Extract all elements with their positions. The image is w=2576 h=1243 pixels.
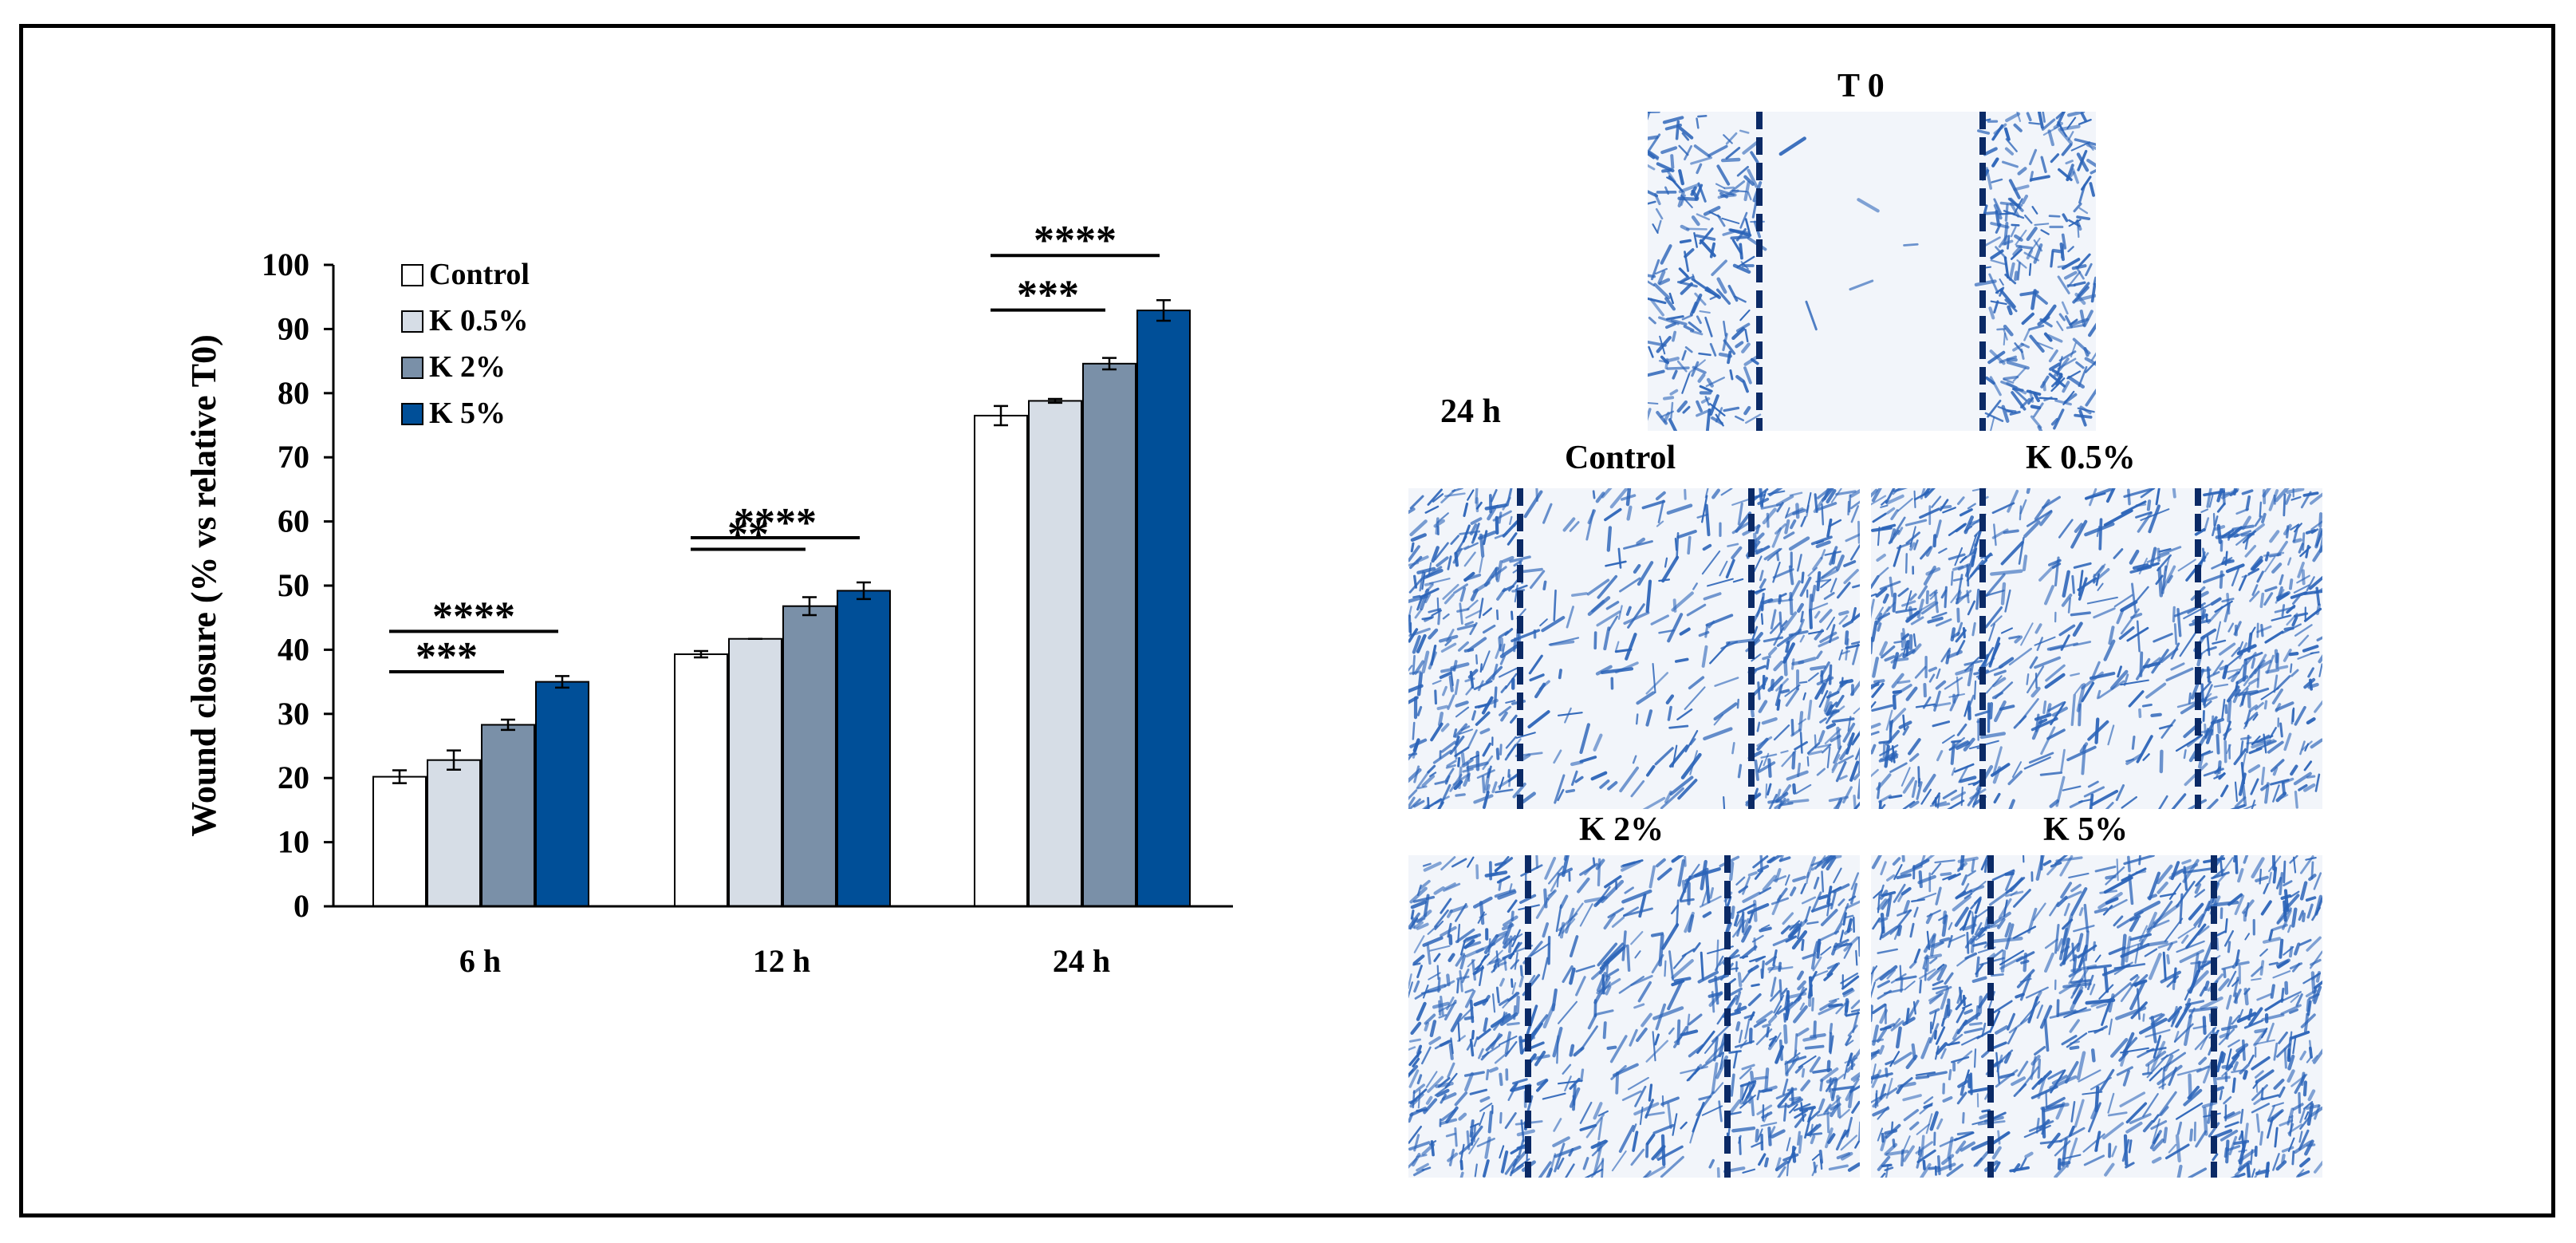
bar [1028, 400, 1082, 907]
y-tick-label: 30 [278, 696, 309, 732]
x-tick-label: 12 h [753, 943, 810, 979]
y-tick-label: 70 [278, 439, 309, 475]
micrograph-texture [1408, 488, 1860, 809]
micrograph-t0 [1648, 112, 2096, 431]
x-tick-label: 6 h [459, 943, 501, 979]
y-tick-label: 20 [278, 760, 309, 795]
legend-swatch [401, 403, 423, 425]
bar [782, 605, 837, 908]
y-axis-title: Wound closure (% vs relative T0) [184, 334, 223, 836]
micrograph-control [1408, 488, 1860, 809]
panel-title-control: Control [1565, 440, 1676, 476]
wound-closure-bar-chart: 0 10 20 30 40 50 60 70 80 90 100 Wound closure (% v… [184, 218, 1233, 979]
micrograph-k2 [1408, 855, 1860, 1178]
bar [372, 775, 427, 907]
micrograph-texture [1871, 488, 2322, 809]
significance-stars: *** [416, 634, 478, 680]
y-tick-label: 100 [262, 247, 309, 282]
significance-stars: **** [734, 500, 817, 546]
bar [728, 637, 782, 907]
bar [1082, 362, 1136, 908]
micrograph-texture [1648, 112, 2096, 431]
y-tick-label: 80 [278, 375, 309, 411]
panel-title-k05: K 0.5% [2026, 440, 2136, 476]
group-label-24h: 24 h [1440, 393, 1501, 430]
panel-title-k5: K 5% [2043, 811, 2129, 848]
bar [974, 414, 1028, 907]
y-tick-label: 10 [278, 824, 309, 860]
legend-label: K 5% [429, 397, 506, 430]
micrograph-texture [1408, 855, 1860, 1178]
bar [837, 590, 891, 907]
legend-swatch [401, 310, 423, 333]
legend-swatch [401, 264, 423, 286]
bar [1136, 310, 1191, 908]
y-tick-label: 90 [278, 310, 309, 346]
panel-title-t0: T 0 [1837, 68, 1885, 105]
bar [481, 724, 535, 908]
micrograph-k5 [1871, 855, 2322, 1178]
y-tick-label: 50 [278, 567, 309, 603]
micrograph-k05 [1871, 488, 2322, 809]
panel-title-k2: K 2% [1579, 811, 1664, 848]
bar [674, 653, 728, 907]
micrograph-texture [1871, 855, 2322, 1178]
legend-label: K 2% [429, 350, 506, 384]
legend-label: Control [429, 258, 530, 291]
significance-stars: **** [1034, 218, 1117, 263]
y-tick-label: 60 [278, 503, 309, 539]
bar [535, 681, 589, 907]
significance-stars: ** [727, 511, 769, 557]
legend-swatch [401, 357, 423, 379]
y-tick-label: 40 [278, 631, 309, 667]
legend-label: K 0.5% [429, 304, 529, 337]
bar [427, 759, 481, 907]
x-tick-label: 24 h [1053, 943, 1110, 979]
y-tick-label: 0 [293, 888, 309, 924]
significance-stars: **** [432, 594, 515, 639]
significance-stars: *** [1017, 273, 1079, 318]
